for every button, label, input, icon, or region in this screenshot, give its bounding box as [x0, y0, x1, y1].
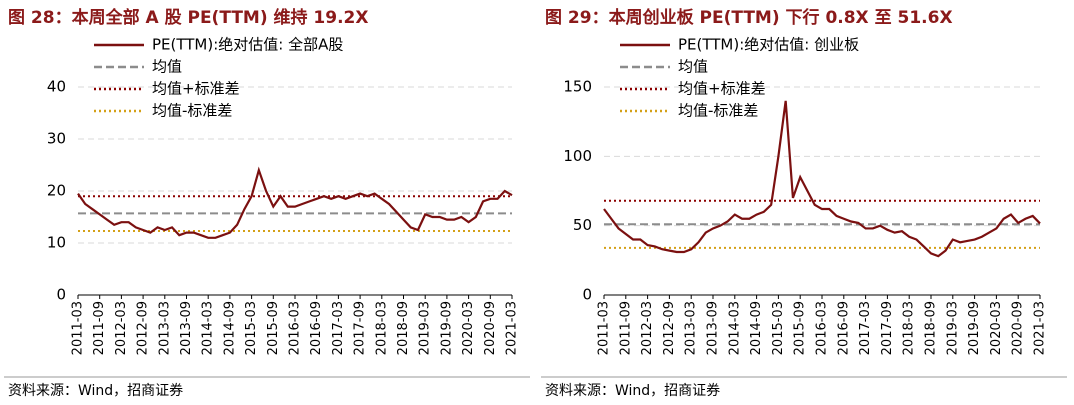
x-tick-label: 2014-03 [201, 301, 216, 355]
y-tick-label: 10 [47, 234, 66, 252]
legend-label: 均值-标准差 [678, 102, 758, 120]
source-note: 资料来源：Wind，招商证券 [8, 383, 183, 399]
x-tick-label: 2014-09 [749, 301, 764, 355]
x-tick-label: 2019-09 [967, 301, 982, 355]
x-tick-label: 2021-03 [1033, 301, 1048, 355]
chart-title: 图 29：本周创业板 PE(TTM) 下行 0.8X 至 51.6X [545, 7, 953, 28]
legend-label: PE(TTM):绝对估值: 创业板 [678, 36, 859, 54]
x-tick-label: 2013-03 [157, 301, 172, 355]
y-tick-label: 0 [56, 286, 66, 304]
x-tick-label: 2015-09 [266, 301, 281, 355]
x-tick-label: 2011-03 [597, 301, 612, 355]
x-tick-label: 2017-03 [331, 301, 346, 355]
y-tick-label: 100 [563, 147, 592, 165]
x-tick-label: 2013-09 [706, 301, 721, 355]
y-tick-label: 50 [573, 216, 592, 234]
y-tick-label: 0 [582, 286, 592, 304]
x-tick-label: 2020-09 [1011, 301, 1026, 355]
x-tick-label: 2018-09 [396, 301, 411, 355]
legend-label: 均值+标准差 [152, 80, 240, 98]
x-tick-label: 2012-03 [114, 301, 129, 355]
x-tick-label: 2018-03 [374, 301, 389, 355]
x-tick-label: 2012-09 [136, 301, 151, 355]
y-tick-label: 20 [47, 182, 66, 200]
x-tick-label: 2012-09 [662, 301, 677, 355]
x-tick-label: 2011-03 [71, 301, 86, 355]
x-tick-label: 2020-03 [989, 301, 1004, 355]
y-tick-label: 40 [47, 78, 66, 96]
x-tick-label: 2011-09 [618, 301, 633, 355]
x-tick-label: 2021-03 [505, 301, 520, 355]
x-tick-label: 2020-09 [483, 301, 498, 355]
x-tick-label: 2015-03 [244, 301, 259, 355]
legend-label: 均值-标准差 [152, 102, 232, 120]
x-tick-label: 2013-03 [684, 301, 699, 355]
x-tick-label: 2017-09 [353, 301, 368, 355]
x-tick-label: 2012-03 [640, 301, 655, 355]
x-tick-label: 2015-03 [771, 301, 786, 355]
y-tick-label: 150 [563, 78, 592, 96]
source-note: 资料来源：Wind，招商证券 [545, 383, 720, 399]
x-tick-label: 2016-03 [815, 301, 830, 355]
x-tick-label: 2014-09 [222, 301, 237, 355]
series-line [603, 100, 1041, 258]
x-tick-label: 2019-03 [945, 301, 960, 355]
series-line [77, 166, 513, 239]
x-tick-label: 2019-09 [439, 301, 454, 355]
x-tick-label: 2020-03 [461, 301, 476, 355]
chart-title: 图 28：本周全部 A 股 PE(TTM) 维持 19.2X [8, 7, 369, 28]
legend-label: 均值 [152, 58, 182, 76]
x-tick-label: 2018-09 [924, 301, 939, 355]
legend-label: 均值+标准差 [678, 80, 766, 98]
x-tick-label: 2016-09 [309, 301, 324, 355]
x-tick-label: 2015-09 [793, 301, 808, 355]
legend-label: 均值 [678, 58, 708, 76]
x-tick-label: 2019-03 [418, 301, 433, 355]
x-tick-label: 2016-03 [288, 301, 303, 355]
y-tick-label: 30 [47, 130, 66, 148]
x-tick-label: 2018-03 [902, 301, 917, 355]
x-tick-label: 2014-03 [727, 301, 742, 355]
x-tick-label: 2013-09 [179, 301, 194, 355]
x-tick-label: 2016-09 [836, 301, 851, 355]
x-tick-label: 2011-09 [92, 301, 107, 355]
x-tick-label: 2017-03 [858, 301, 873, 355]
legend-label: PE(TTM):绝对估值: 全部A股 [152, 36, 343, 54]
x-tick-label: 2017-09 [880, 301, 895, 355]
